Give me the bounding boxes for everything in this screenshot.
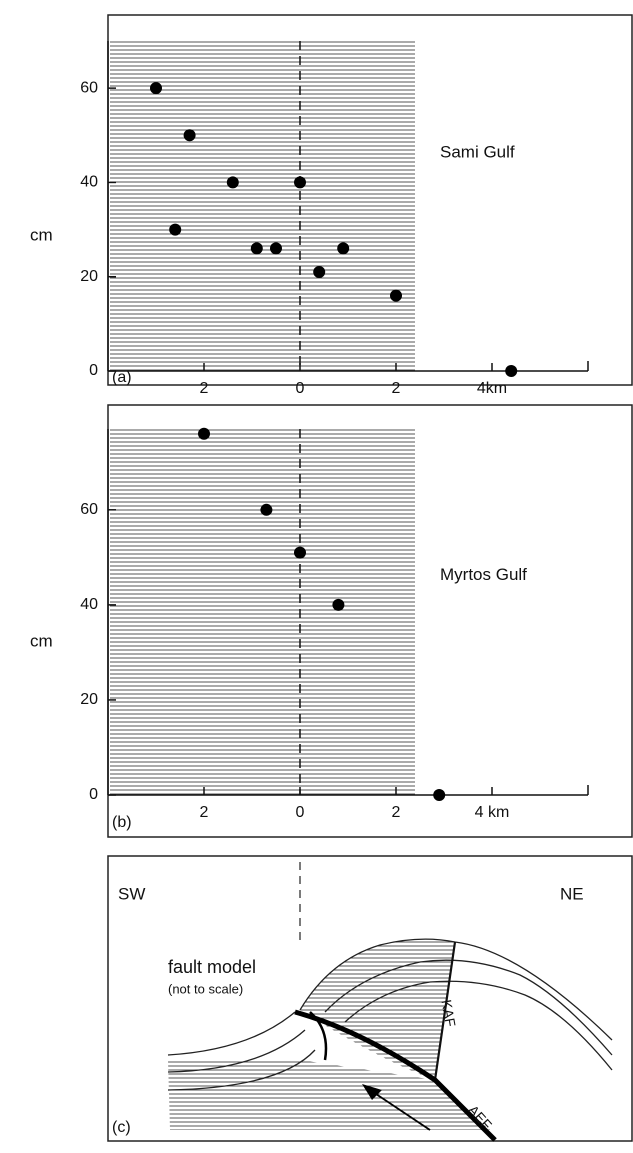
diagram-subtitle: (not to scale) [168, 981, 243, 996]
x-tick-label: 2 [200, 380, 209, 397]
panel-label: (a) [112, 369, 132, 386]
x-tick-label: 0 [296, 804, 305, 821]
layer [167, 1049, 316, 1091]
data-point [337, 242, 350, 255]
x-tick-label: 2 [200, 804, 209, 821]
data-point [390, 289, 402, 302]
data-point [226, 176, 239, 189]
data-point [169, 223, 182, 236]
direction-label: NE [560, 884, 584, 903]
panel-label: (b) [112, 814, 132, 831]
y-tick-label: 0 [89, 362, 98, 379]
layer [299, 938, 613, 1041]
x-tick-label: 0 [296, 380, 305, 397]
y-tick-label: 40 [80, 174, 98, 191]
hatched-block [168, 1060, 310, 1130]
chart-title: Sami Gulf [440, 143, 515, 162]
data-point [433, 789, 446, 801]
layer [167, 1029, 306, 1073]
data-point [150, 82, 162, 95]
data-point [260, 503, 273, 516]
hatched-block [300, 1060, 490, 1130]
x-tick-label: 4 km [475, 804, 510, 821]
x-tick-label: 2 [392, 380, 401, 397]
direction-label: SW [118, 884, 145, 903]
y-tick-label: 60 [80, 501, 98, 518]
layer [344, 980, 613, 1071]
panel-label: (c) [112, 1119, 131, 1136]
layer [167, 1011, 296, 1056]
fault-label: KAF [438, 998, 458, 1028]
y-tick-label: 0 [89, 786, 98, 803]
x-tick-label: 4km [477, 380, 507, 397]
chart-title: Myrtos Gulf [440, 565, 527, 584]
y-tick-label: 40 [80, 596, 98, 613]
fault-diagram: SW NE fault model (not to scale) KAF AEF… [112, 862, 613, 1142]
x-tick-label: 2 [392, 804, 401, 821]
fault-line [309, 1011, 328, 1061]
y-tick-label: 60 [80, 79, 98, 96]
data-point [198, 427, 210, 440]
data-point [294, 176, 306, 189]
y-axis-label: cm [30, 225, 53, 244]
shaded-area [110, 41, 415, 371]
data-point [270, 242, 282, 255]
fault-line [433, 941, 457, 1081]
y-tick-label: 20 [80, 691, 98, 708]
arrow [369, 1089, 431, 1131]
fault-line [294, 1009, 497, 1142]
y-tick-label: 20 [80, 268, 98, 285]
shaded-area [110, 429, 415, 795]
hatched-block [300, 939, 455, 1080]
data-point [250, 242, 263, 255]
data-point [183, 129, 196, 142]
layer [324, 959, 613, 1056]
data-point [505, 365, 518, 377]
diagram-title: fault model [168, 957, 256, 977]
data-point [332, 598, 345, 611]
panel-frame [107, 855, 633, 1142]
data-point [313, 266, 326, 278]
arrow-head [362, 1084, 382, 1100]
data-point [294, 546, 306, 559]
y-axis-label: cm [30, 631, 53, 650]
